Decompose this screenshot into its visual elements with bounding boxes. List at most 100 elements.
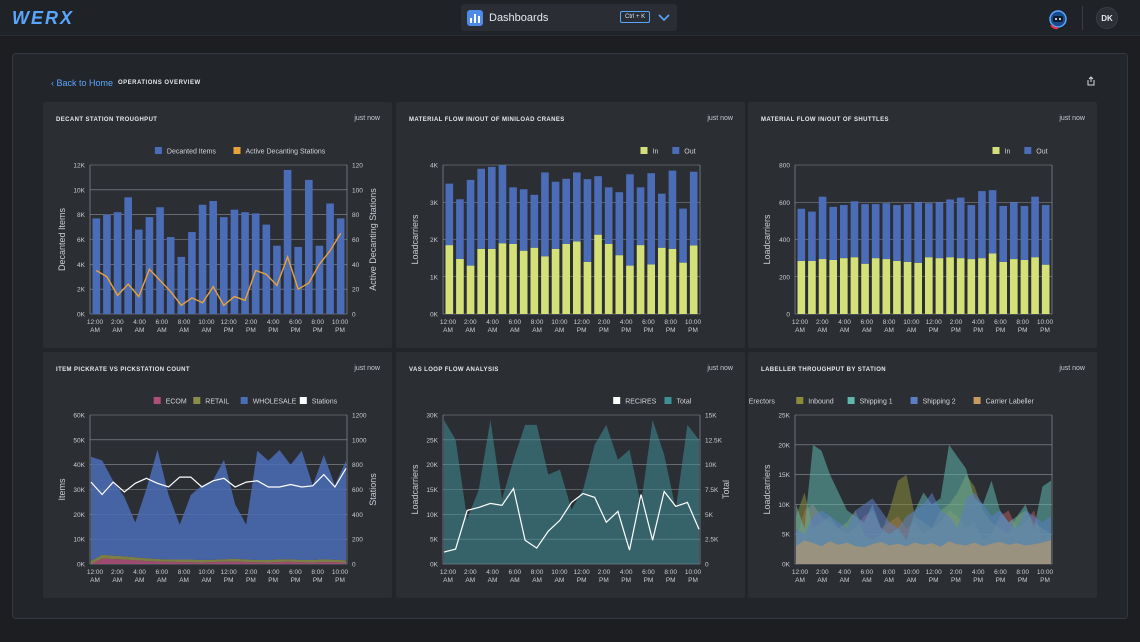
- bar: [103, 214, 111, 314]
- bar: [967, 205, 976, 260]
- x-tick-label: 4:00: [267, 569, 280, 576]
- x-tick-label: 6:00: [642, 569, 655, 576]
- bar: [541, 256, 549, 314]
- area-series: [91, 554, 346, 564]
- legend-swatch: [796, 397, 804, 404]
- top-bar: WERX Dashboards Ctrl + K DK: [0, 0, 1140, 36]
- x-tick-label: PM: [1040, 327, 1050, 334]
- legend-swatch: [153, 397, 161, 404]
- bar: [668, 248, 677, 314]
- card-decant-throughput: DECANT STATION TROUGHPUT just now 0K 0 2K 2…: [43, 102, 392, 348]
- bar: [946, 257, 954, 314]
- x-tick-label: 12:00: [925, 319, 942, 326]
- x-tick-label: PM: [577, 577, 587, 584]
- x-tick-label: 12:00: [792, 569, 809, 576]
- legend-label: Carton Erectors: [748, 399, 775, 406]
- x-tick-label: 12:00: [87, 569, 104, 576]
- bar: [145, 217, 154, 314]
- x-tick-label: 12:00: [440, 569, 457, 576]
- dashboard-selector[interactable]: Dashboards Ctrl + K: [461, 4, 677, 31]
- bar: [647, 264, 656, 314]
- back-to-home-link[interactable]: ‹ Back to Home: [51, 78, 114, 88]
- bar: [668, 170, 677, 249]
- y-tick-label: 0: [786, 312, 790, 319]
- bar: [829, 259, 838, 314]
- bar: [156, 207, 164, 314]
- x-tick-label: AM: [201, 327, 211, 334]
- legend-label: ECOM: [166, 399, 187, 406]
- app-logo[interactable]: WERX: [12, 8, 74, 28]
- x-tick-label: 2:00: [245, 319, 258, 326]
- x-tick-label: AM: [465, 327, 475, 334]
- bar: [487, 166, 496, 249]
- x-tick-label: 6:00: [994, 569, 1007, 576]
- bar: [294, 246, 303, 314]
- x-tick-label: 10:00: [903, 569, 920, 576]
- card-timestamp: just now: [1059, 365, 1085, 372]
- x-tick-label: 10:00: [685, 319, 702, 326]
- y-axis-label: Loadcarriers: [410, 214, 420, 265]
- card-labeller-throughput: LABELLER THROUGHPUT BY STATION just now …: [748, 352, 1097, 598]
- card-item-pickrate: ITEM PICKRATE VS PICKSTATION COUNT just …: [43, 352, 392, 598]
- miniload-cranes-chart: 0K1K2K3K4K12:00AM2:00AM4:00AM6:00AM8:00A…: [410, 147, 702, 334]
- area-series: [444, 419, 699, 564]
- y-tick-label: 800: [779, 163, 790, 170]
- x-tick-label: AM: [906, 577, 916, 584]
- card-title: ITEM PICKRATE VS PICKSTATION COUNT: [56, 367, 190, 373]
- legend-swatch: [233, 147, 241, 154]
- bar: [882, 203, 891, 260]
- bar: [861, 204, 869, 264]
- card-title: DECANT STATION TROUGHPUT: [56, 117, 158, 123]
- bar: [477, 248, 486, 314]
- x-tick-label: PM: [246, 577, 256, 584]
- x-tick-label: PM: [644, 327, 654, 334]
- x-tick-label: PM: [973, 577, 983, 584]
- bar: [626, 265, 634, 314]
- y-tick-label: 40K: [73, 462, 85, 469]
- x-tick-label: AM: [532, 327, 542, 334]
- x-tick-label: 8:00: [311, 569, 324, 576]
- y2-tick-label: 60: [352, 237, 360, 244]
- y-tick-label: 10K: [426, 512, 438, 519]
- user-avatar[interactable]: DK: [1096, 7, 1118, 29]
- legend-swatch: [240, 397, 248, 404]
- x-tick-label: 8:00: [664, 319, 677, 326]
- x-tick-label: 4:00: [838, 569, 851, 576]
- x-tick-label: 8:00: [531, 569, 544, 576]
- x-tick-label: 2:00: [111, 319, 124, 326]
- x-tick-label: AM: [840, 577, 850, 584]
- bar: [839, 258, 848, 314]
- x-tick-label: 4:00: [133, 569, 146, 576]
- y2-axis-label: Total: [721, 480, 731, 499]
- y-tick-label: 4K: [430, 163, 439, 170]
- y2-tick-label: 600: [352, 487, 363, 494]
- card-timestamp: just now: [707, 115, 733, 122]
- share-icon[interactable]: [1086, 76, 1096, 86]
- bar: [445, 245, 454, 314]
- x-tick-label: AM: [884, 327, 894, 334]
- chevron-down-icon[interactable]: [657, 10, 671, 24]
- bar: [124, 197, 133, 314]
- bar: [466, 265, 475, 314]
- y-tick-label: 10K: [73, 187, 85, 194]
- bar: [657, 193, 666, 248]
- robot-icon[interactable]: [1047, 8, 1069, 30]
- x-tick-label: 2:00: [111, 569, 124, 576]
- x-tick-label: AM: [112, 577, 122, 584]
- x-tick-label: PM: [291, 577, 301, 584]
- x-tick-label: 10:00: [332, 319, 349, 326]
- x-tick-label: AM: [884, 577, 894, 584]
- y2-tick-label: 800: [352, 462, 363, 469]
- y-tick-label: 15K: [426, 487, 438, 494]
- bar: [498, 243, 507, 314]
- series-line: [443, 487, 700, 553]
- x-tick-label: 6:00: [508, 569, 521, 576]
- bar: [519, 189, 528, 251]
- bar: [914, 202, 923, 263]
- y-tick-label: 15K: [778, 472, 790, 479]
- y-tick-label: 0K: [430, 562, 439, 569]
- x-tick-label: PM: [313, 327, 323, 334]
- bar: [604, 187, 613, 244]
- bar: [615, 255, 624, 314]
- x-tick-label: 4:00: [838, 319, 851, 326]
